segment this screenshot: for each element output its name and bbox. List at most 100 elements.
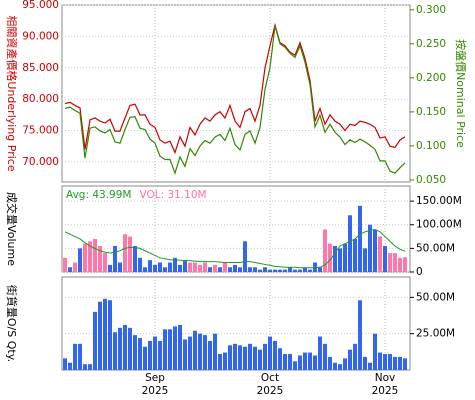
y2-tick-label: 0.100: [416, 140, 446, 152]
bar: [133, 335, 137, 370]
bar: [288, 267, 292, 272]
bar: [333, 362, 337, 370]
bar: [228, 267, 232, 272]
bar: [168, 329, 172, 370]
bar: [103, 253, 107, 272]
price-line: [64, 25, 406, 176]
bar: [393, 253, 397, 272]
bar: [163, 329, 167, 370]
bar: [208, 267, 212, 272]
bar: [393, 356, 397, 370]
x-tick-label: Nov 2025: [371, 372, 399, 397]
y-tick-label: 70.000: [22, 156, 59, 168]
bar: [218, 267, 222, 272]
bar: [238, 267, 242, 272]
bar: [298, 269, 302, 272]
bar: [173, 257, 177, 272]
bar: [358, 205, 362, 272]
bar: [258, 349, 262, 370]
bar: [98, 301, 102, 370]
bar: [133, 246, 137, 272]
y-tick-label: 75.000: [22, 125, 59, 137]
bar: [143, 267, 147, 272]
bar: [228, 345, 232, 370]
bar: [158, 262, 162, 272]
bar: [368, 362, 372, 370]
bar: [93, 238, 97, 272]
bar: [348, 349, 352, 370]
bar: [78, 248, 82, 272]
bar: [268, 269, 272, 272]
bar: [373, 229, 377, 272]
bar: [213, 333, 217, 370]
bar: [323, 343, 327, 370]
bar: [238, 345, 242, 370]
bar: [168, 262, 172, 272]
y-tick-label: 0: [416, 266, 423, 278]
bar: [333, 246, 337, 272]
bar: [268, 336, 272, 370]
bar: [178, 264, 182, 272]
bar: [293, 269, 297, 272]
bar: [203, 262, 207, 272]
bar: [283, 354, 287, 370]
bar: [223, 262, 227, 272]
bar: [323, 229, 327, 272]
bar: [223, 352, 227, 370]
bar: [278, 348, 282, 370]
bar: [128, 236, 132, 272]
bar: [328, 356, 332, 370]
bar: [378, 236, 382, 272]
bar: [83, 243, 87, 272]
bar: [363, 356, 367, 370]
bar: [183, 339, 187, 370]
bar: [263, 343, 267, 370]
bar: [198, 264, 202, 272]
bar: [353, 238, 357, 272]
bar: [193, 262, 197, 272]
y2-axis-title: 按盤價Nominal Price: [454, 39, 468, 148]
bar: [388, 253, 392, 272]
bar: [158, 340, 162, 370]
bar: [403, 257, 407, 272]
bar: [338, 364, 342, 370]
bar: [318, 267, 322, 272]
bar: [138, 338, 142, 370]
bar: [293, 361, 297, 370]
bar: [108, 300, 112, 370]
y2-tick-label: 0.200: [416, 72, 446, 84]
bar: [68, 267, 72, 272]
bar: [153, 264, 157, 272]
bar: [188, 262, 192, 272]
y-tick-label: 90.000: [22, 30, 59, 42]
bar: [88, 241, 92, 272]
bar: [278, 269, 282, 272]
bar: [348, 215, 352, 272]
y-tick-label: 150.00M: [416, 195, 462, 207]
bar: [173, 326, 177, 370]
bar: [143, 346, 147, 370]
bar: [123, 234, 127, 272]
bar: [288, 354, 292, 370]
y-tick-label: 100.00M: [416, 219, 462, 231]
bar: [248, 267, 252, 272]
bar: [398, 356, 402, 370]
x-tick-label: Sep 2025: [141, 372, 169, 397]
bar: [388, 354, 392, 370]
bar: [78, 343, 82, 370]
bar: [218, 354, 222, 370]
bar: [148, 260, 152, 272]
bar: [203, 335, 207, 370]
y-tick-label: 95.000: [22, 0, 59, 11]
bar: [88, 364, 92, 370]
bar: [118, 262, 122, 272]
bar: [318, 336, 322, 370]
legend-text: VOL: 31.10M: [139, 189, 206, 201]
bar: [328, 243, 332, 272]
bar: [188, 336, 192, 370]
bar: [358, 300, 362, 370]
y-axis-title: 相關資產價格Underlying Price: [5, 15, 19, 171]
bar: [243, 346, 247, 370]
